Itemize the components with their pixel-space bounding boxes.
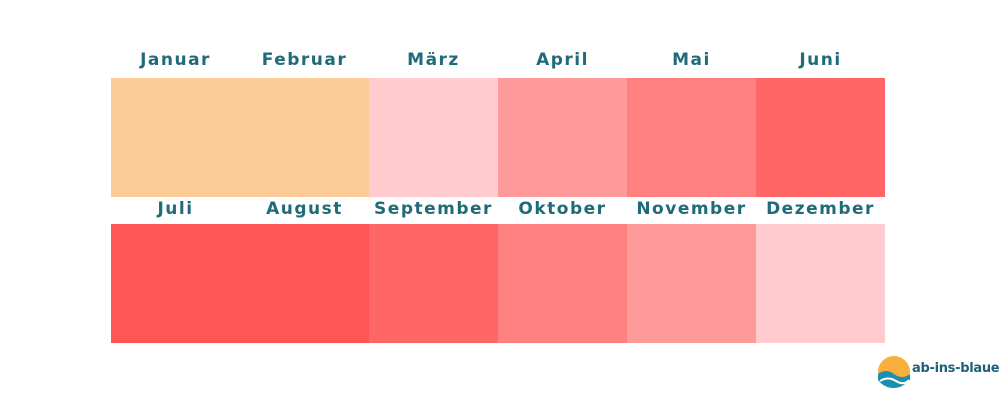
month-label: Februar xyxy=(261,50,348,70)
month-cell xyxy=(498,224,627,343)
month-label: Juni xyxy=(799,50,842,70)
month-cell xyxy=(756,78,885,197)
month-cell xyxy=(498,78,627,197)
logo-icon xyxy=(878,356,910,388)
month-label: November xyxy=(636,199,747,219)
month-cell xyxy=(111,78,240,197)
month-label: Dezember xyxy=(766,199,875,219)
month-label: August xyxy=(266,199,343,219)
month-label: März xyxy=(407,50,460,70)
month-cell xyxy=(627,224,756,343)
month-label: Oktober xyxy=(518,199,607,219)
month-cell xyxy=(240,78,369,197)
month-label: April xyxy=(536,50,589,70)
month-cell xyxy=(756,224,885,343)
logo: ab-ins-blaue.de xyxy=(876,352,1000,392)
month-cell xyxy=(111,224,240,343)
month-cell xyxy=(369,224,498,343)
month-cell xyxy=(627,78,756,197)
month-label: September xyxy=(374,199,493,219)
logo-text: ab-ins-blaue.de xyxy=(912,361,1000,376)
month-label: Mai xyxy=(672,50,711,70)
month-label: Juli xyxy=(157,199,194,219)
month-label: Januar xyxy=(140,50,211,70)
month-cell xyxy=(369,78,498,197)
month-cell xyxy=(240,224,369,343)
